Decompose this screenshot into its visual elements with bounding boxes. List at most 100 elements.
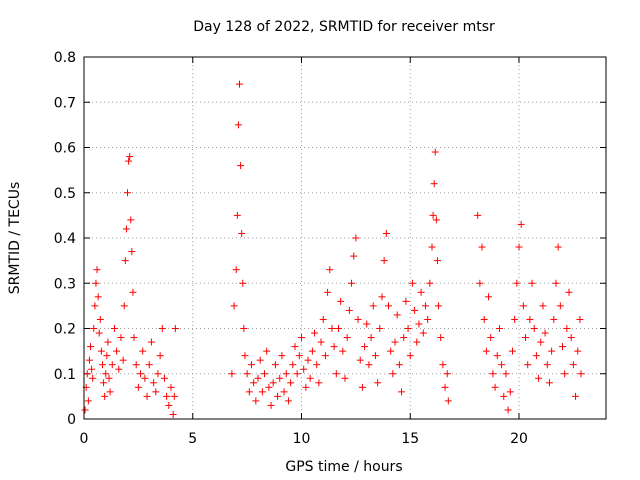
data-point <box>165 401 173 409</box>
data-point <box>476 279 484 287</box>
data-point <box>545 379 553 387</box>
data-point <box>228 370 236 378</box>
data-point <box>137 370 145 378</box>
y-tick-label: 0 <box>67 412 76 428</box>
data-point <box>402 297 410 305</box>
data-point <box>282 370 290 378</box>
data-point <box>513 279 521 287</box>
data-point <box>169 410 177 418</box>
data-point <box>339 347 347 355</box>
data-point <box>130 334 138 342</box>
data-point <box>552 279 560 287</box>
data-point <box>101 392 109 400</box>
data-point <box>291 343 299 351</box>
data-point <box>563 325 571 332</box>
data-point <box>341 374 349 382</box>
x-tick-label: 20 <box>510 431 528 447</box>
data-point <box>337 297 345 305</box>
x-tick-label: 15 <box>401 431 419 447</box>
data-point <box>506 388 514 396</box>
data-point <box>569 361 577 369</box>
data-point <box>482 347 490 355</box>
data-point <box>156 352 164 360</box>
data-point <box>574 347 582 355</box>
data-point <box>378 293 386 301</box>
data-point <box>145 361 153 369</box>
y-tick-label: 0.3 <box>54 276 76 292</box>
data-point <box>495 325 503 332</box>
data-point <box>293 370 301 378</box>
data-point <box>433 257 441 265</box>
data-point <box>480 315 488 323</box>
plot-frame <box>83 56 607 420</box>
data-point <box>98 361 106 369</box>
data-point <box>238 229 246 237</box>
data-point <box>417 288 425 296</box>
data-point <box>83 370 91 378</box>
data-point <box>561 370 569 378</box>
data-point <box>234 121 242 129</box>
data-point <box>237 162 245 170</box>
data-point <box>321 352 329 360</box>
data-point <box>287 379 295 387</box>
data-point <box>147 338 155 346</box>
data-point <box>122 225 130 233</box>
data-point <box>243 370 251 378</box>
data-point <box>104 338 112 346</box>
data-point <box>491 383 499 391</box>
data-point <box>358 383 366 391</box>
data-point <box>419 329 427 337</box>
data-point <box>535 374 543 382</box>
data-point <box>522 334 530 342</box>
data-point <box>515 243 523 251</box>
data-point <box>541 329 549 337</box>
data-point <box>428 243 436 251</box>
data-point <box>141 374 149 382</box>
data-point <box>319 315 327 323</box>
data-point <box>345 306 353 314</box>
data-point <box>429 211 437 219</box>
data-point <box>413 338 421 346</box>
y-tick-label: 0.8 <box>54 50 76 66</box>
data-point <box>93 266 101 274</box>
data-point <box>328 325 336 332</box>
data-point <box>439 361 447 369</box>
data-point <box>129 288 137 296</box>
data-point <box>493 352 501 360</box>
data-point <box>565 288 573 296</box>
data-point <box>576 315 584 323</box>
data-point <box>572 392 580 400</box>
data-point <box>517 220 525 228</box>
data-point <box>526 315 534 323</box>
data-point <box>261 370 269 378</box>
data-point <box>258 388 266 396</box>
data-point <box>256 356 264 364</box>
data-point <box>254 374 262 382</box>
data-point <box>406 352 414 360</box>
axis-ticks: 0 0.1 0.2 0.3 0.4 0.5 0.6 0.7 0.8 0 5 10 15 20 <box>54 50 606 447</box>
data-point <box>554 243 562 251</box>
data-point <box>150 379 158 387</box>
data-point <box>171 325 179 332</box>
data-point <box>304 356 312 364</box>
data-point <box>374 379 382 387</box>
y-tick-label: 0.7 <box>54 95 76 111</box>
data-point <box>365 361 373 369</box>
chart-title: Day 128 of 2022, SRMTID for receiver mts… <box>193 19 495 35</box>
data-point <box>524 361 532 369</box>
data-point <box>300 365 308 373</box>
data-point <box>245 388 253 396</box>
data-point <box>500 392 508 400</box>
data-point <box>504 406 512 414</box>
data-point <box>158 325 166 332</box>
data-point <box>485 293 493 301</box>
data-point <box>102 370 110 378</box>
data-point <box>134 383 142 391</box>
data-point <box>170 392 178 400</box>
data-point <box>241 352 249 360</box>
data-point <box>361 343 369 351</box>
data-point <box>250 379 258 387</box>
data-point <box>91 302 99 310</box>
data-point <box>106 388 114 396</box>
